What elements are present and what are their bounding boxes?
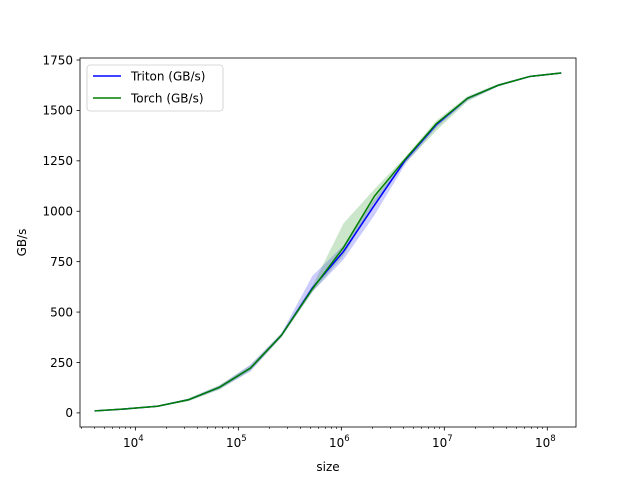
- y-tick-label: 1750: [42, 53, 73, 67]
- y-tick-label: 500: [50, 305, 73, 319]
- series-lines: [94, 72, 562, 412]
- y-tick-label: 1250: [42, 154, 73, 168]
- y-tick-label: 0: [65, 406, 73, 420]
- legend-entry: Torch (GB/s): [130, 91, 204, 105]
- legend-entry: Triton (GB/s): [130, 69, 206, 83]
- x-tick-label: 106: [329, 434, 350, 450]
- confidence-bands: [95, 72, 561, 412]
- y-axis-label: GB/s: [15, 229, 29, 257]
- y-tick-label: 1000: [42, 205, 73, 219]
- x-tick-label: 105: [226, 434, 247, 450]
- band-series-1: [95, 72, 561, 412]
- line-series-1: [94, 72, 562, 412]
- x-tick-label: 108: [535, 434, 556, 450]
- plot-frame: [79, 57, 577, 428]
- y-tick-label: 1500: [42, 104, 73, 118]
- line-series-0: [94, 72, 562, 412]
- x-tick-label: 104: [123, 434, 144, 450]
- x-tick-label: 107: [432, 434, 453, 450]
- band-series-0: [95, 72, 561, 412]
- x-axis-label: size: [316, 460, 339, 474]
- y-tick-label: 250: [50, 356, 73, 370]
- y-tick-label: 750: [50, 255, 73, 269]
- legend: Triton (GB/s) Torch (GB/s): [86, 64, 224, 112]
- axes: 0 250 500 750 1000 1250 1500 1750 104 105 106 107 10…: [15, 53, 577, 474]
